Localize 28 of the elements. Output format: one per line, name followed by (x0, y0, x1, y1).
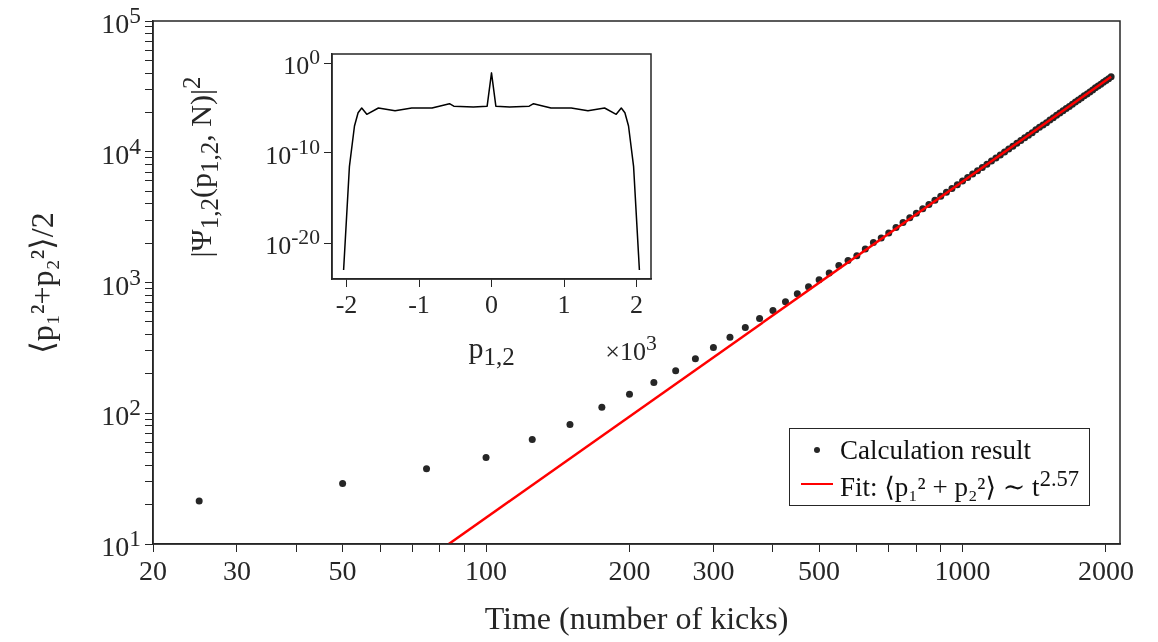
y-tick-label: 10$^{5}$ (101, 1, 141, 40)
x-tick-label: 2 (630, 290, 643, 320)
y-tick-label: 10$^{-20}$ (265, 225, 320, 260)
x-tick-label: 1 (557, 290, 571, 320)
y-axis-title: ⟨p₁²+p₂²⟩/2 (24, 211, 60, 354)
x-tick-label: 300 (692, 555, 735, 587)
x-tick-label: 0 (485, 290, 498, 320)
legend-label: Calculation result (839, 434, 1032, 466)
x-tick-label: 50 (328, 555, 357, 587)
x-tick-label: 20 (139, 555, 167, 587)
y-tick-label: 10$^{4}$ (101, 132, 141, 170)
x-tick-label: 30 (222, 555, 251, 587)
y-tick-label: 10$^{2}$ (101, 394, 141, 432)
y-tick-label: 10$^{3}$ (101, 263, 141, 301)
y-tick-label: 10$^{-10}$ (265, 135, 320, 170)
x-tick-label: 500 (798, 555, 841, 587)
x-tick-label: 200 (608, 555, 651, 587)
x-axis-title: p$_{1,2}$ (468, 331, 515, 370)
x-axis-title: Time (number of kicks) (484, 600, 789, 636)
x-tick-label: -1 (408, 290, 430, 320)
annotation: ×10$^{3}$ (605, 331, 657, 366)
x-tick-label: 1000 (934, 555, 991, 587)
x-tick-label: 100 (465, 555, 508, 587)
y-tick-label: 10$^{1}$ (101, 524, 141, 563)
y-tick-label: 10$^{0}$ (283, 45, 320, 80)
legend-label: Fit: ⟨p₁² + p₂²⟩ ∼ t$^{2.57}$ (839, 465, 1079, 503)
x-tick-label: 2000 (1078, 555, 1134, 587)
x-tick-label: -2 (335, 290, 358, 320)
